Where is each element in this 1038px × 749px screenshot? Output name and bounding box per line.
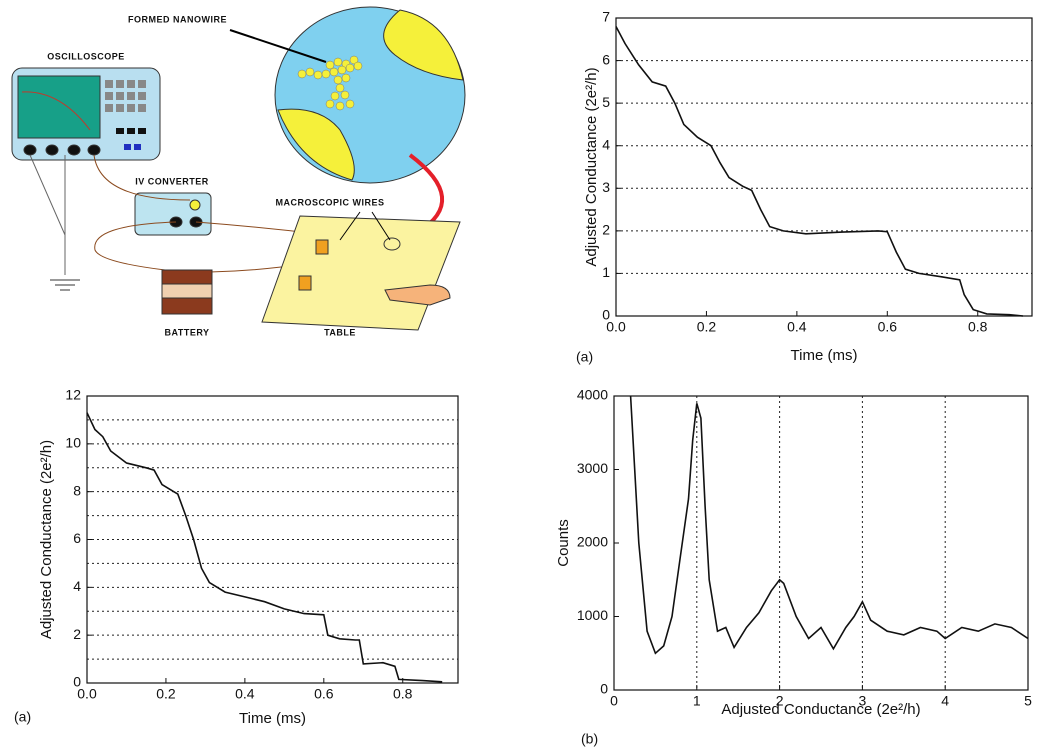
label: BATTERY [165,327,210,337]
x-tick-label: 0.0 [606,319,626,335]
x-tick-label: 2 [776,693,784,709]
y-tick-label: 1 [602,264,610,280]
pointer [339,211,361,241]
battery [161,283,213,299]
electrode [383,9,464,81]
label: TABLE [324,327,356,337]
panel-label: (a) [14,709,31,725]
x-tick-label: 0.2 [697,319,717,335]
y-tick-label: 0 [73,674,81,690]
y-tick-label: 6 [73,530,81,546]
y-tick-label: 12 [65,387,81,403]
x-tick-label: 0.4 [787,319,807,335]
y-tick-label: 8 [73,482,81,498]
y-tick-label: 3000 [577,460,608,476]
pointer [229,29,327,63]
y-tick-label: 2000 [577,534,608,550]
table [261,215,461,331]
x-tick-label: 4 [941,693,949,709]
atoms [297,55,363,111]
pointer [371,211,391,241]
data-line [629,395,1029,655]
x-tick-label: 0.6 [878,319,898,335]
plot-frame [613,395,1029,691]
y-axis-label: Adjusted Conductance (2e²/h) [583,67,600,266]
ground [50,279,80,291]
x-tick-label: 0.4 [235,686,255,702]
y-tick-label: 4000 [577,387,608,403]
keys [105,80,146,150]
plot-frame [86,395,459,684]
diagram [11,6,466,331]
screen [17,75,101,139]
y-tick-label: 0 [602,307,610,323]
x-tick-label: 0.6 [314,686,334,702]
y-axis-label: Adjusted Conductance (2e²/h) [38,440,55,639]
post [315,239,329,255]
knobs [23,144,101,156]
x-tick-label: 0.0 [77,686,97,702]
y-tick-label: 7 [602,9,610,25]
x-axis-label: Time (ms) [239,710,306,727]
post [298,275,312,291]
y-tick-label: 1000 [577,607,608,623]
x-axis-label: Time (ms) [791,347,858,364]
x-axis-label: Adjusted Conductance (2e²/h) [721,701,920,718]
battery [161,297,213,315]
x-tick-label: 1 [693,693,701,709]
y-tick-label: 6 [602,51,610,67]
y-tick-label: 0 [600,681,608,697]
y-tick-label: 5 [602,94,610,110]
y-tick-label: 4 [602,136,610,152]
contact [383,237,401,251]
y-axis-label: Counts [555,519,572,567]
battery [161,269,213,285]
y-tick-label: 2 [73,626,81,642]
label: FORMED NANOWIRE [128,14,227,24]
x-tick-label: 0 [610,693,618,709]
label: MACROSCOPIC WIRES [275,197,384,207]
port [189,199,201,211]
panel-label: (b) [581,731,598,747]
x-tick-label: 0.8 [393,686,413,702]
plot-frame [615,17,1033,317]
electrode [277,108,355,181]
y-tick-label: 10 [65,435,81,451]
panel-label: (a) [576,349,593,365]
x-tick-label: 3 [859,693,867,709]
x-tick-label: 5 [1024,693,1032,709]
data-line [86,412,443,683]
y-tick-label: 2 [602,222,610,238]
trace [21,91,91,131]
label: IV CONVERTER [135,176,209,186]
label: OSCILLOSCOPE [47,51,125,61]
y-tick-label: 4 [73,578,81,594]
x-tick-label: 0.2 [156,686,176,702]
data-line [615,26,1024,317]
hand [384,284,451,306]
x-tick-label: 0.8 [968,319,988,335]
y-tick-label: 3 [602,179,610,195]
